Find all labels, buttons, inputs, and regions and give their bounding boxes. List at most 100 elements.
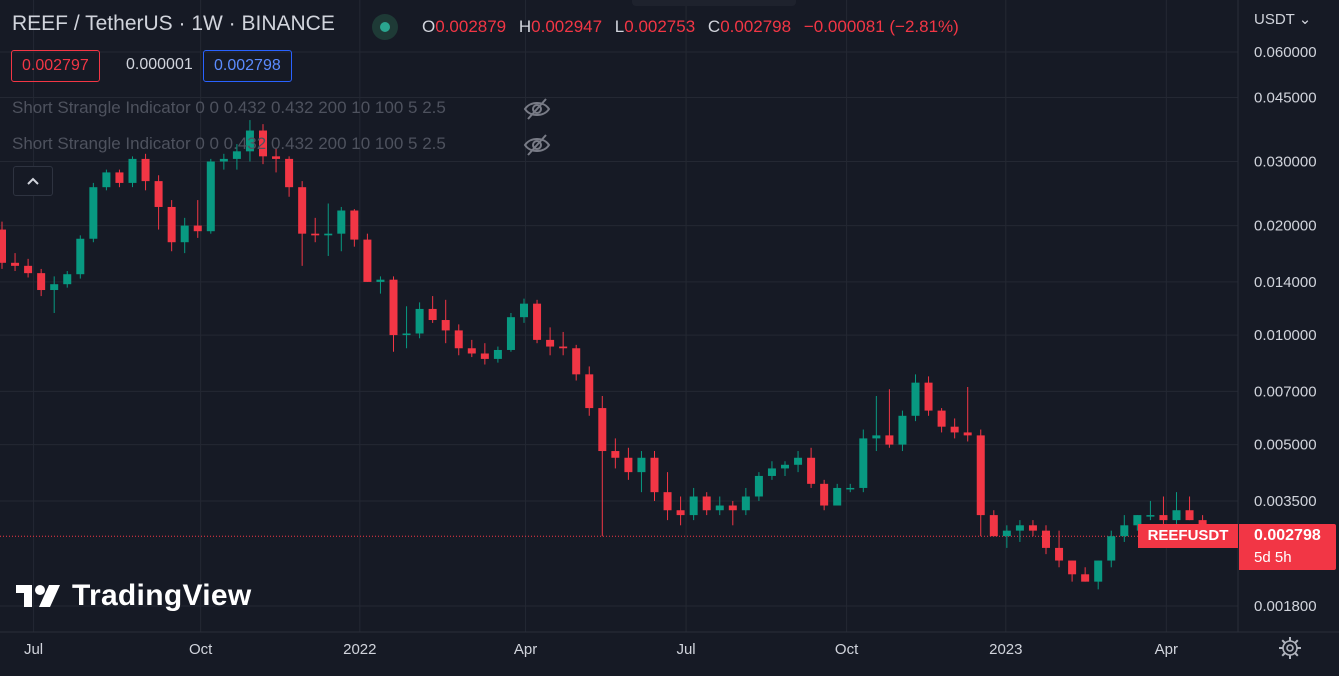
- candle[interactable]: [441, 299, 450, 344]
- candle[interactable]: [937, 408, 946, 433]
- candle[interactable]: [715, 496, 724, 516]
- candle[interactable]: [989, 510, 998, 537]
- candle[interactable]: [415, 302, 424, 339]
- candle[interactable]: [885, 389, 894, 448]
- candle[interactable]: [611, 438, 620, 469]
- candle[interactable]: [11, 253, 20, 272]
- collapse-legend-button[interactable]: [13, 166, 53, 196]
- symbol-title[interactable]: REEF / TetherUS · 1W · BINANCE: [12, 12, 335, 35]
- candle[interactable]: [24, 258, 33, 278]
- candle[interactable]: [767, 461, 776, 480]
- candle[interactable]: [219, 153, 228, 170]
- candle[interactable]: [1081, 567, 1090, 582]
- candle[interactable]: [350, 209, 359, 247]
- candle[interactable]: [833, 483, 842, 506]
- candle[interactable]: [37, 268, 46, 297]
- candle[interactable]: [1042, 525, 1050, 555]
- candle[interactable]: [676, 496, 685, 526]
- candle[interactable]: [820, 479, 829, 511]
- candle[interactable]: [128, 156, 137, 188]
- candle[interactable]: [245, 120, 254, 162]
- candle[interactable]: [0, 221, 6, 269]
- candle[interactable]: [598, 396, 607, 537]
- candle[interactable]: [376, 276, 385, 294]
- candle[interactable]: [1028, 520, 1037, 537]
- candle[interactable]: [298, 181, 307, 266]
- eye-crossed-icon[interactable]: [522, 96, 552, 122]
- currency-selector[interactable]: USDT ⌄: [1254, 10, 1311, 28]
- candle[interactable]: [167, 200, 176, 252]
- candle[interactable]: [924, 376, 933, 416]
- candle[interactable]: [259, 124, 267, 165]
- candle[interactable]: [1146, 500, 1155, 521]
- candle[interactable]: [781, 461, 789, 476]
- candle[interactable]: [102, 169, 111, 191]
- candle[interactable]: [389, 276, 398, 352]
- candle[interactable]: [559, 331, 568, 356]
- candle[interactable]: [324, 203, 333, 256]
- candle[interactable]: [467, 339, 476, 358]
- candle[interactable]: [585, 366, 594, 416]
- candle[interactable]: [846, 483, 855, 493]
- candle[interactable]: [337, 206, 346, 252]
- candle[interactable]: [963, 386, 972, 442]
- candle[interactable]: [1094, 560, 1103, 590]
- candle[interactable]: [50, 276, 59, 313]
- candle[interactable]: [180, 217, 189, 254]
- candle[interactable]: [624, 447, 633, 480]
- candle[interactable]: [232, 144, 241, 170]
- candle[interactable]: [1107, 530, 1116, 568]
- candle[interactable]: [115, 169, 124, 188]
- candle[interactable]: [454, 324, 463, 356]
- candle[interactable]: [428, 296, 437, 323]
- candle[interactable]: [193, 200, 202, 238]
- candle[interactable]: [1068, 560, 1077, 582]
- candle[interactable]: [520, 298, 528, 323]
- candle[interactable]: [572, 344, 581, 381]
- candle[interactable]: [872, 396, 881, 452]
- candle[interactable]: [546, 327, 555, 356]
- candle[interactable]: [807, 447, 816, 488]
- candle[interactable]: [794, 451, 803, 473]
- candle[interactable]: [480, 343, 489, 365]
- indicator-legend-2[interactable]: Short Strangle Indicator 0 0 0.432 0.432…: [12, 134, 446, 153]
- candle[interactable]: [911, 374, 920, 422]
- candle[interactable]: [402, 306, 411, 349]
- candle[interactable]: [206, 158, 215, 234]
- candle[interactable]: [663, 472, 672, 521]
- candle[interactable]: [141, 153, 150, 191]
- gear-icon[interactable]: [1278, 636, 1302, 660]
- candle[interactable]: [650, 451, 659, 501]
- candle[interactable]: [285, 156, 294, 197]
- candle[interactable]: [637, 451, 646, 493]
- candle[interactable]: [754, 472, 763, 501]
- candle[interactable]: [1055, 530, 1064, 568]
- candle[interactable]: [311, 217, 320, 243]
- candle[interactable]: [1015, 520, 1024, 542]
- candle[interactable]: [89, 182, 98, 243]
- candle[interactable]: [154, 175, 163, 230]
- candle[interactable]: [702, 492, 711, 516]
- candle[interactable]: [1172, 492, 1181, 526]
- indicator-legend-1[interactable]: Short Strangle Indicator 0 0 0.432 0.432…: [12, 98, 446, 117]
- candle[interactable]: [728, 500, 737, 526]
- candle[interactable]: [533, 299, 542, 344]
- candle[interactable]: [63, 271, 72, 288]
- candle[interactable]: [1133, 515, 1142, 531]
- candle[interactable]: [976, 429, 985, 537]
- candle[interactable]: [363, 233, 372, 282]
- candle[interactable]: [859, 429, 868, 493]
- candle[interactable]: [689, 487, 698, 521]
- market-status-icon[interactable]: [372, 14, 398, 40]
- candle[interactable]: [272, 148, 281, 173]
- candle[interactable]: [741, 487, 750, 516]
- candle[interactable]: [493, 346, 502, 363]
- candle[interactable]: [898, 410, 907, 452]
- eye-crossed-icon[interactable]: [522, 132, 552, 158]
- buy-price-button[interactable]: 0.002798: [203, 50, 292, 82]
- candle[interactable]: [76, 235, 85, 279]
- candle[interactable]: [1159, 496, 1168, 526]
- candle[interactable]: [1002, 525, 1011, 548]
- sell-price-button[interactable]: 0.002797: [11, 50, 100, 82]
